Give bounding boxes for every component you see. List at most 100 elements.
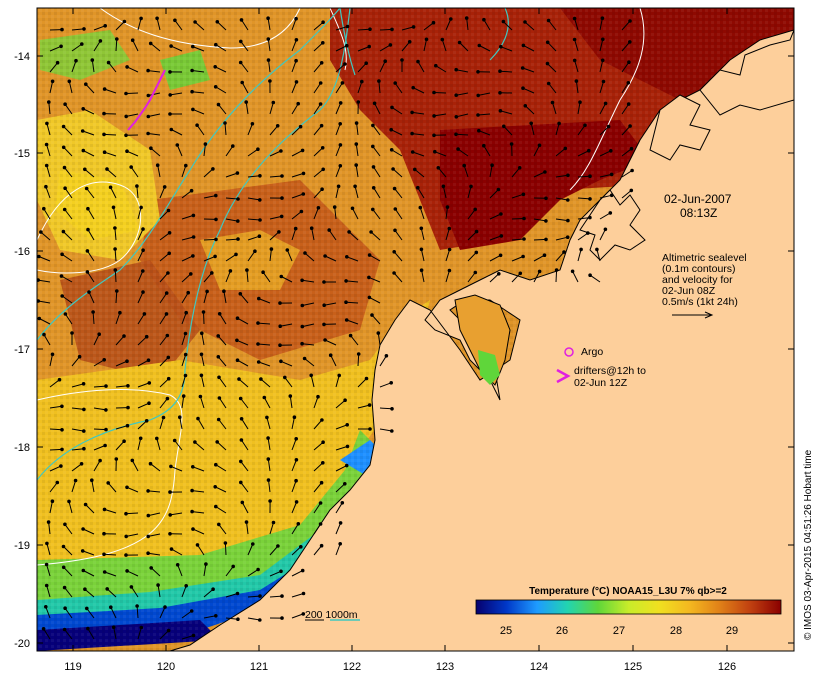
velocity-arrow-head <box>367 44 372 49</box>
velocity-arrow-head <box>447 226 452 231</box>
velocity-arrow-head <box>588 197 592 201</box>
velocity-arrow <box>574 18 579 31</box>
velocity-arrow-head <box>343 398 347 403</box>
velocity-arrow-head <box>81 148 86 153</box>
velocity-arrow-head <box>628 19 632 23</box>
velocity-arrow-head <box>234 252 238 257</box>
velocity-arrow <box>555 148 566 157</box>
velocity-arrow <box>555 236 568 241</box>
velocity-arrow-head <box>149 566 153 570</box>
velocity-arrow-head <box>144 334 149 339</box>
velocity-arrow <box>286 249 293 262</box>
velocity-arrow <box>247 175 260 178</box>
velocity-arrow <box>599 39 604 52</box>
velocity-arrow-head <box>522 216 526 221</box>
velocity-arrow <box>313 523 322 535</box>
velocity-arrow-head <box>166 376 171 381</box>
velocity-arrow <box>71 43 83 52</box>
velocity-arrow-head <box>566 218 570 223</box>
velocity-arrow-head <box>236 197 240 201</box>
velocity-arrow-head <box>181 394 186 398</box>
velocity-arrow <box>240 62 249 73</box>
velocity-arrow <box>511 218 525 220</box>
velocity-arrow-head <box>90 478 94 483</box>
velocity-arrow <box>238 378 249 388</box>
velocity-arrow <box>269 231 280 241</box>
velocity-arrow-head <box>124 133 128 138</box>
velocity-arrow-head <box>139 205 143 210</box>
velocity-arrow <box>224 542 227 556</box>
velocity-arrow <box>137 402 150 409</box>
velocity-arrow-head <box>537 143 542 148</box>
velocity-arrow-head <box>318 102 323 106</box>
velocity-arrow-head <box>37 316 42 321</box>
velocity-arrow <box>412 111 425 115</box>
velocity-arrow-head <box>59 464 63 468</box>
velocity-arrow <box>391 149 403 157</box>
velocity-arrow <box>49 428 63 431</box>
velocity-arrow <box>621 41 631 52</box>
velocity-arrow <box>503 125 513 136</box>
velocity-arrow-head <box>294 16 298 21</box>
velocity-arrow-head <box>103 443 107 448</box>
velocity-arrow <box>114 248 117 262</box>
velocity-arrow <box>577 175 591 178</box>
velocity-arrow <box>555 197 568 201</box>
velocity-arrow-head <box>557 121 561 126</box>
velocity-arrow-head <box>102 132 106 137</box>
colorbar-tick-label: 29 <box>726 625 738 637</box>
velocity-arrow <box>311 228 315 241</box>
velocity-arrow <box>372 146 381 157</box>
velocity-arrow-head <box>244 100 248 104</box>
velocity-arrow <box>379 355 387 367</box>
velocity-arrow <box>313 462 324 472</box>
velocity-arrow-head <box>529 121 534 126</box>
velocity-arrow-head <box>457 40 462 45</box>
velocity-arrow <box>39 318 51 325</box>
velocity-arrow-head <box>323 338 327 342</box>
velocity-arrow-head <box>389 148 394 152</box>
velocity-arrow-head <box>138 436 143 441</box>
velocity-arrow <box>148 552 161 556</box>
velocity-arrow <box>577 249 582 262</box>
velocity-arrow-head <box>166 208 171 213</box>
velocity-arrow <box>291 103 299 115</box>
velocity-arrow-head <box>175 143 180 147</box>
velocity-arrow <box>225 566 234 577</box>
velocity-arrow <box>289 396 293 409</box>
velocity-arrow <box>247 250 256 262</box>
velocity-arrow <box>291 523 299 535</box>
velocity-arrow <box>533 254 545 262</box>
velocity-arrow-head <box>583 123 587 128</box>
velocity-arrow-head <box>603 101 608 106</box>
velocity-arrow <box>106 588 117 598</box>
velocity-arrow-head <box>163 605 167 609</box>
velocity-arrow-head <box>321 20 325 25</box>
velocity-arrow <box>114 227 117 241</box>
velocity-arrow <box>247 543 254 556</box>
velocity-arrow-head <box>104 427 108 432</box>
velocity-arrow <box>291 149 303 157</box>
velocity-arrow <box>103 133 117 136</box>
velocity-arrow <box>64 209 73 220</box>
velocity-arrow <box>236 339 249 346</box>
velocity-arrow <box>393 272 403 283</box>
velocity-arrow <box>219 313 227 325</box>
velocity-arrow-head <box>628 40 632 44</box>
velocity-arrow <box>159 335 168 346</box>
velocity-arrow <box>421 270 425 283</box>
velocity-arrow <box>241 502 249 514</box>
velocity-arrow <box>115 385 128 388</box>
velocity-arrow-head <box>473 270 478 275</box>
velocity-arrow <box>269 545 279 556</box>
velocity-arrow-head <box>522 237 526 241</box>
velocity-arrow-head <box>235 591 240 596</box>
velocity-arrow <box>136 605 139 619</box>
velocity-arrow-head <box>168 532 172 536</box>
velocity-arrow <box>434 151 447 157</box>
velocity-arrow-head <box>216 417 221 422</box>
velocity-arrow <box>46 564 51 577</box>
velocity-arrow-head <box>258 594 262 598</box>
x-tick-label: 126 <box>718 661 736 673</box>
velocity-arrow-head <box>320 146 325 150</box>
